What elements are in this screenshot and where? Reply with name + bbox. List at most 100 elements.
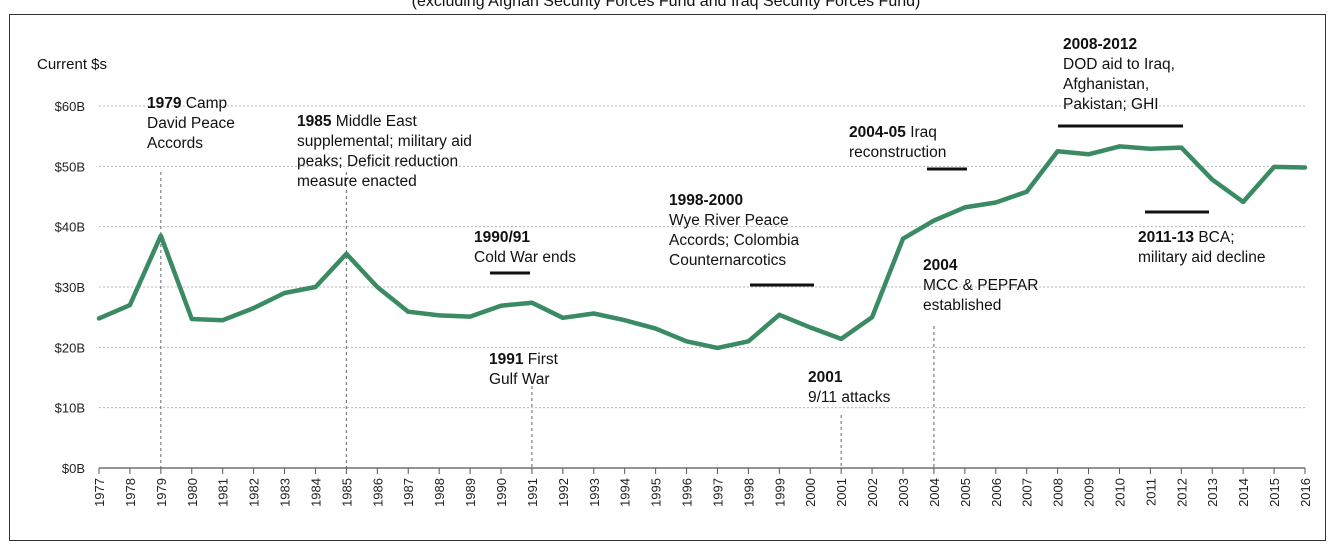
annotation-text: 2011-13 BCA; military aid decline (1138, 229, 1266, 266)
x-tick-label: 2004 (927, 478, 942, 507)
y-tick-label: $50B (55, 159, 85, 174)
data-point (993, 200, 998, 205)
x-tick-label: 2005 (958, 478, 973, 507)
data-point (499, 303, 503, 308)
data-point (375, 285, 380, 289)
x-tick-label: 2016 (1298, 478, 1313, 507)
data-point (808, 325, 813, 330)
x-tick-label: 2015 (1267, 478, 1282, 507)
data-point (1210, 177, 1215, 182)
y-tick-labels: $0B $10B $20B $30B $40B $50B $60B (55, 99, 85, 476)
annotation-text: 2001 9/11 attacks (808, 369, 891, 406)
x-tick-label: 2003 (896, 478, 911, 507)
annotation-text: 1991 First Gulf War (489, 351, 559, 388)
series-line (96, 144, 1308, 351)
x-tick-label: 2000 (803, 478, 818, 507)
data-point (344, 251, 349, 256)
x-tick-label: 1998 (741, 478, 756, 507)
data-point (1117, 144, 1122, 149)
data-point (97, 316, 101, 321)
x-tick-label: 1987 (401, 478, 416, 507)
data-point (1179, 145, 1184, 150)
annotation-text: 1985 Middle East supplemental; military a… (297, 113, 472, 190)
data-point (901, 236, 905, 241)
x-tick-label: 1991 (525, 478, 540, 507)
data-point (839, 336, 844, 341)
data-point (437, 313, 442, 318)
data-point (962, 205, 967, 210)
x-tick-label: 2010 (1112, 478, 1127, 507)
data-point (1086, 152, 1091, 157)
data-point (591, 311, 596, 316)
x-tick-label: 1984 (308, 478, 323, 507)
x-tick-label: 2008 (1051, 478, 1066, 507)
x-tick-label: 1994 (618, 478, 633, 507)
x-tick-label: 1986 (370, 478, 385, 507)
x-tick-label: 1997 (710, 478, 725, 507)
data-point (715, 345, 720, 350)
data-point (189, 316, 194, 321)
x-tick-label: 2001 (834, 478, 849, 507)
data-point (1024, 189, 1029, 194)
x-tick-label: 2009 (1082, 478, 1097, 507)
series-aid-total (96, 144, 1308, 351)
annotation-text: 2004-05 Iraq reconstruction (849, 124, 946, 161)
data-point (468, 314, 473, 319)
x-tick-label: 1980 (185, 478, 200, 507)
x-tick-label: 2002 (865, 478, 880, 507)
chart-header-text: (excluding Afghan Security Forces Fund a… (412, 0, 921, 10)
data-point (684, 339, 689, 344)
data-point (406, 309, 411, 314)
x-tick-label: 1977 (92, 478, 107, 507)
x-tick-label: 2014 (1236, 478, 1251, 507)
data-point (1303, 165, 1307, 170)
data-point (220, 318, 225, 323)
data-point (1241, 199, 1246, 204)
data-point (1272, 164, 1277, 169)
data-point (313, 285, 318, 289)
data-point (777, 312, 782, 317)
y-tick-label: $20B (55, 340, 85, 355)
x-tick-label: 1990 (494, 478, 509, 507)
y-tick-label: $0B (62, 461, 85, 476)
x-tick-label: 1996 (680, 478, 695, 507)
data-point (622, 318, 627, 323)
annotation-text: 2008-2012 DOD aid to Iraq, Afghanistan, Pak… (1063, 36, 1175, 113)
x-tick-label: 1988 (432, 478, 447, 507)
x-tick-label: 1992 (556, 478, 571, 507)
annotation-text: 1990/91 Cold War ends (474, 229, 576, 266)
data-point (931, 218, 936, 223)
x-tick-label: 2006 (989, 478, 1004, 507)
x-tick-label: 1989 (463, 478, 478, 507)
x-tick-label: 1978 (123, 478, 138, 507)
x-tick-label: 1979 (154, 478, 169, 507)
data-point (746, 339, 751, 344)
data-point (560, 315, 565, 320)
x-tick-label: 2007 (1020, 478, 1035, 507)
y-tick-label: $40B (55, 220, 85, 235)
x-tick-label: 1985 (339, 478, 354, 507)
annotation-text: 1998-2000 Wye River Peace Accords; Colombi… (669, 192, 799, 269)
data-point (158, 233, 163, 238)
annotation-text: 2004 MCC & PEPFAR established (923, 257, 1038, 314)
x-tick-label: 2011 (1143, 478, 1158, 506)
data-point (1148, 146, 1153, 151)
x-tick-label: 2013 (1205, 478, 1220, 507)
y-tick-label: $30B (55, 280, 85, 295)
data-point (251, 306, 256, 311)
x-axis: 1977 1978 1979 1980 1981 1982 1983 1984 1985 1986… (92, 467, 1313, 507)
y-tick-label: $10B (55, 401, 85, 416)
y-tick-label: $60B (55, 99, 85, 114)
chart-frame (9, 14, 1326, 541)
data-point (127, 303, 132, 308)
annotation-text: 1979 Camp David Peace Accords (147, 95, 235, 152)
annotation-markers (160, 124, 1209, 468)
y-axis-label: Current $s (37, 56, 107, 73)
data-point (282, 291, 287, 296)
data-point (529, 300, 534, 305)
data-point (1055, 149, 1060, 154)
x-tick-label: 1981 (216, 478, 231, 507)
annotations: 1979 Camp David Peace Accords 1985 Middle E… (147, 36, 1266, 406)
gridlines (99, 105, 1305, 409)
